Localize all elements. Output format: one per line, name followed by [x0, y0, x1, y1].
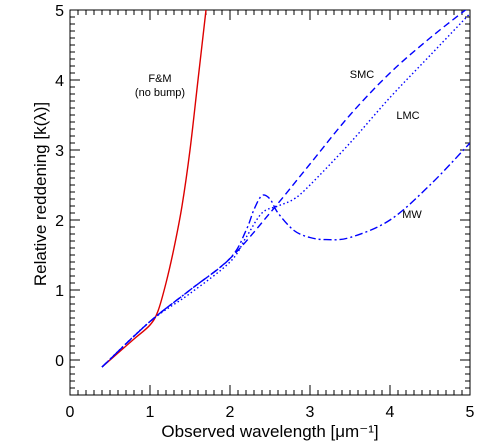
- x-tick-label: 3: [306, 404, 315, 421]
- y-tick-label: 3: [55, 143, 64, 160]
- y-tick-label: 1: [55, 283, 64, 300]
- x-tick-labels: 0 1 2 3 4 5: [66, 404, 475, 421]
- annotation-smc: SMC: [350, 69, 375, 81]
- annotation-fm-nobump: (no bump): [135, 87, 185, 99]
- y-tick-label: 2: [55, 213, 64, 230]
- plot-frame: [69, 9, 471, 396]
- smc-curve: [101, 10, 467, 368]
- x-tick-label: 4: [386, 404, 395, 421]
- curves: [101, 10, 470, 368]
- annotation-lmc: LMC: [396, 110, 419, 122]
- x-tick-label: 1: [146, 404, 155, 421]
- annotation-fm: F&M: [148, 73, 171, 85]
- y-tick-label: 0: [55, 353, 64, 370]
- x-tick-label: 0: [66, 404, 75, 421]
- x-tick-label: 5: [466, 404, 475, 421]
- fm-curve: [101, 10, 207, 368]
- y-tick-label: 4: [55, 73, 64, 90]
- tick-marks: [69, 9, 471, 396]
- x-axis-title: Observed wavelength [μm⁻¹]: [161, 422, 378, 441]
- y-tick-label: 5: [55, 3, 64, 20]
- mw-curve: [101, 142, 470, 368]
- plot-axes: [69, 9, 471, 396]
- x-tick-label: 2: [226, 404, 235, 421]
- y-axis-title: Relative reddening [k(λ)]: [31, 102, 50, 286]
- y-tick-labels: 0 1 2 3 4 5: [55, 3, 64, 370]
- annotation-mw: MW: [402, 209, 422, 221]
